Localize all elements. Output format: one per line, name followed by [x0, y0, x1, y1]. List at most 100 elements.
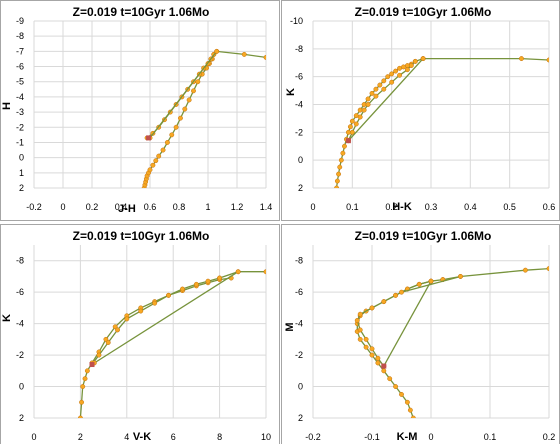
y-tick-label: -9 — [16, 16, 24, 26]
data-point — [205, 278, 211, 284]
y-tick-label: -4 — [16, 319, 24, 329]
data-point — [385, 74, 391, 80]
chart-title: Z=0.019 t=10Gyr 1.06Mo — [355, 5, 492, 19]
x-tick-label: 0.6 — [144, 202, 157, 212]
data-point — [357, 336, 363, 342]
y-tick-label: 1 — [19, 168, 24, 178]
x-tick-label: -0.1 — [364, 432, 380, 442]
data-point — [369, 305, 375, 311]
data-point — [357, 311, 363, 317]
data-point — [404, 67, 410, 73]
x-axis-label: K-M — [397, 431, 418, 443]
data-point — [153, 158, 159, 164]
data-point — [186, 97, 192, 103]
x-axis-label: V-K — [133, 431, 151, 443]
data-point — [393, 384, 399, 389]
data-point — [412, 58, 418, 64]
data-point — [416, 281, 422, 287]
data-point — [347, 124, 353, 130]
y-tick-label: 2 — [298, 183, 303, 193]
data-point — [428, 278, 434, 284]
x-tick-label: 0.6 — [543, 202, 556, 212]
data-point — [393, 292, 399, 298]
data-point — [369, 352, 375, 358]
x-tick-label: 0 — [428, 432, 433, 442]
data-point — [182, 106, 188, 112]
data-point — [363, 336, 369, 342]
x-tick-label: 0 — [310, 202, 315, 212]
data-point — [180, 286, 185, 292]
plot-area — [354, 266, 549, 418]
data-point — [357, 327, 363, 333]
data-point — [178, 115, 183, 121]
y-tick-label: -8 — [295, 256, 303, 266]
x-tick-label: 0.4 — [464, 202, 477, 212]
x-tick-label: 0.2 — [86, 202, 99, 212]
x-tick-label: 1.4 — [260, 202, 273, 212]
x-tick-label: 0.5 — [503, 202, 516, 212]
data-point — [377, 82, 383, 88]
data-point — [169, 132, 175, 138]
data-point — [365, 96, 371, 102]
y-tick-label: -6 — [295, 72, 303, 82]
data-point — [77, 415, 83, 418]
plot-area — [77, 269, 266, 418]
data-point — [410, 415, 416, 418]
chart-title: Z=0.019 t=10Gyr 1.06Mo — [73, 229, 210, 243]
y-axis-label: H — [1, 102, 13, 110]
data-point — [342, 143, 347, 149]
data-point — [407, 407, 413, 413]
x-tick-label: 0.1 — [484, 432, 497, 442]
x-tick-label: -0.2 — [305, 432, 321, 442]
data-point — [373, 86, 379, 92]
data-point — [399, 289, 404, 295]
y-tick-label: -2 — [295, 350, 303, 360]
x-axis-label: J-H — [118, 203, 136, 215]
data-point — [336, 171, 342, 177]
data-point — [381, 368, 387, 374]
x-tick-label: 4 — [124, 432, 129, 442]
y-tick-label: -4 — [295, 319, 303, 329]
y-axis-label: K — [1, 314, 13, 322]
x-tick-label: 0.2 — [543, 432, 556, 442]
data-point — [458, 274, 463, 279]
data-point — [408, 63, 414, 68]
data-point — [397, 72, 402, 78]
x-tick-label: 0.4 — [115, 202, 128, 212]
data-point — [241, 51, 247, 57]
data-point — [156, 153, 162, 159]
y-tick-label: -6 — [295, 287, 303, 297]
data-point — [80, 384, 86, 389]
y-tick-label: -2 — [16, 122, 24, 132]
y-tick-label: -2 — [295, 127, 303, 137]
chart-title: Z=0.019 t=10Gyr 1.06Mo — [73, 5, 210, 19]
data-point — [193, 281, 199, 287]
y-tick-label: -2 — [16, 350, 24, 360]
x-tick-label: 2 — [78, 432, 83, 442]
y-tick-label: -6 — [16, 287, 24, 297]
rgb-marker — [146, 135, 152, 141]
y-tick-label: -8 — [295, 44, 303, 54]
chart-title: Z=0.019 t=10Gyr 1.06Mo — [355, 229, 492, 243]
y-axis-label: M — [284, 322, 296, 331]
data-point — [338, 157, 344, 163]
y-tick-label: -4 — [295, 100, 303, 110]
x-tick-label: -0.2 — [26, 202, 42, 212]
data-point — [235, 269, 241, 275]
data-point — [349, 118, 355, 124]
x-tick-label: 0.8 — [173, 202, 186, 212]
y-tick-label: -1 — [16, 137, 24, 147]
y-tick-label: -5 — [16, 77, 24, 87]
y-tick-label: -6 — [16, 62, 24, 72]
data-point — [369, 346, 375, 352]
data-point — [363, 344, 369, 350]
data-point — [375, 360, 381, 366]
plot-area — [141, 48, 266, 188]
rgb-marker — [345, 138, 351, 144]
y-tick-label: 2 — [19, 413, 24, 423]
data-point — [191, 88, 196, 94]
data-point — [365, 102, 371, 107]
x-tick-label: 0.3 — [425, 202, 438, 212]
data-point — [214, 48, 220, 54]
